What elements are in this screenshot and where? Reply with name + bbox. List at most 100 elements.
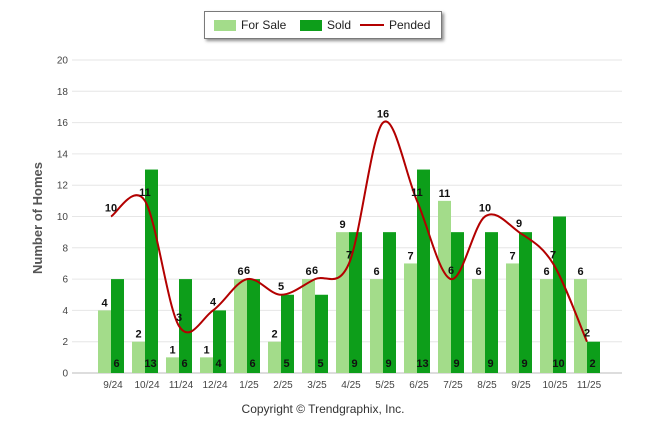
line-series [110,120,588,343]
sold-bar [281,294,294,373]
for-sale-bar [540,279,553,373]
for-sale-data-label: 1 [169,344,175,356]
legend-label-sold: Sold [327,18,352,32]
pended-data-label: 4 [210,296,217,308]
sold-data-label: 9 [453,358,459,370]
sold-data-label: 9 [487,358,493,370]
sold-bar [485,232,498,373]
pended-data-label: 10 [105,203,117,215]
x-tick-label: 9/25 [511,380,531,391]
y-tick-label: 2 [62,337,68,348]
pended-data-label: 2 [584,328,590,340]
sold-data-label: 6 [181,358,187,370]
y-axis-ticks: 0 2 4 6 8 10 12 14 16 18 20 [57,56,69,380]
x-tick-label: 12/24 [202,380,227,391]
for-sale-bar [166,357,179,373]
pended-data-label: 6 [448,265,454,277]
for-sale-bar [336,232,349,373]
pended-data-label: 10 [479,203,491,215]
sold-swatch [300,19,322,31]
x-tick-label: 10/25 [542,380,567,391]
legend-item-sold[interactable]: Sold [300,12,351,38]
legend: For Sale Sold Pended [204,11,442,39]
sold-data-label: 10 [552,358,564,370]
for-sale-data-label: 2 [135,329,141,341]
for-sale-bar [98,310,111,373]
pended-data-label: 6 [312,265,318,277]
sold-bar [213,310,226,373]
for-sale-bar [200,357,213,373]
for-sale-data-label: 6 [543,266,549,278]
y-tick-label: 6 [62,275,68,286]
sold-bar [111,279,124,373]
y-axis-label: Number of Homes [30,162,45,274]
sold-data-label: 5 [283,358,289,370]
y-tick-label: 4 [62,306,68,317]
x-axis-ticks: 9/24 10/24 11/24 12/24 1/25 2/25 3/25 4/25 5/25 6… [103,380,601,391]
for-sale-data-label: 11 [439,188,451,200]
for-sale-bar [438,200,451,373]
sold-bar [383,232,396,373]
copyright-footer: Copyright © Trendgraphix, Inc. [241,402,405,416]
y-tick-label: 8 [62,243,68,254]
sold-bar [553,216,566,373]
legend-label-for-sale: For Sale [241,18,287,32]
sold-data-label: 5 [317,358,323,370]
for-sale-bar [268,341,281,373]
pended-data-label: 16 [377,109,389,121]
sold-bar [145,169,158,373]
pended-line [110,120,588,343]
sold-data-label: 13 [144,358,156,370]
for-sale-data-label: 9 [339,219,345,231]
for-sale-data-label: 6 [237,266,243,278]
for-sale-data-label: 6 [373,266,379,278]
for-sale-data-label: 2 [271,329,277,341]
sold-bar [315,294,328,373]
sold-data-label: 6 [249,358,255,370]
for-sale-data-label: 6 [577,266,583,278]
x-tick-label: 4/25 [341,380,361,391]
for-sale-bar [234,279,247,373]
pended-data-label: 5 [278,281,284,293]
for-sale-data-label: 7 [407,250,413,262]
y-tick-label: 18 [57,87,69,98]
sold-bar [519,232,532,373]
legend-item-pended[interactable]: Pended [360,12,430,38]
x-tick-label: 3/25 [307,380,327,391]
x-tick-label: 5/25 [375,380,395,391]
for-sale-data-label: 6 [305,266,311,278]
sold-data-label: 4 [215,358,222,370]
sold-bar [417,169,430,373]
sold-data-label: 9 [385,358,391,370]
sold-data-label: 13 [416,358,428,370]
sold-data-label: 2 [589,358,595,370]
x-tick-label: 8/25 [477,380,497,391]
legend-item-for-sale[interactable]: For Sale [214,12,286,38]
x-tick-label: 2/25 [273,380,293,391]
y-tick-label: 12 [57,181,69,192]
data-labels: 4621316146625659969713119697961062101134… [101,109,595,370]
pended-data-label: 6 [244,265,250,277]
for-sale-bar [506,263,519,373]
x-tick-label: 11/24 [169,380,194,391]
y-tick-label: 14 [57,149,69,160]
for-sale-bar [302,279,315,373]
for-sale-bar [472,279,485,373]
sold-bar [349,232,362,373]
for-sale-data-label: 6 [475,266,481,278]
y-tick-label: 10 [57,212,69,223]
sold-bar [179,279,192,373]
sold-data-label: 6 [113,358,119,370]
pended-line-swatch [360,24,384,26]
sold-bar [587,341,600,373]
legend-label-pended: Pended [389,18,431,32]
for-sale-bar [132,341,145,373]
y-tick-label: 0 [62,369,68,380]
x-tick-label: 6/25 [409,380,429,391]
for-sale-swatch [214,19,236,31]
x-tick-label: 1/25 [239,380,259,391]
for-sale-bar [370,279,383,373]
pended-data-label: 9 [516,218,522,230]
sold-bar [451,232,464,373]
